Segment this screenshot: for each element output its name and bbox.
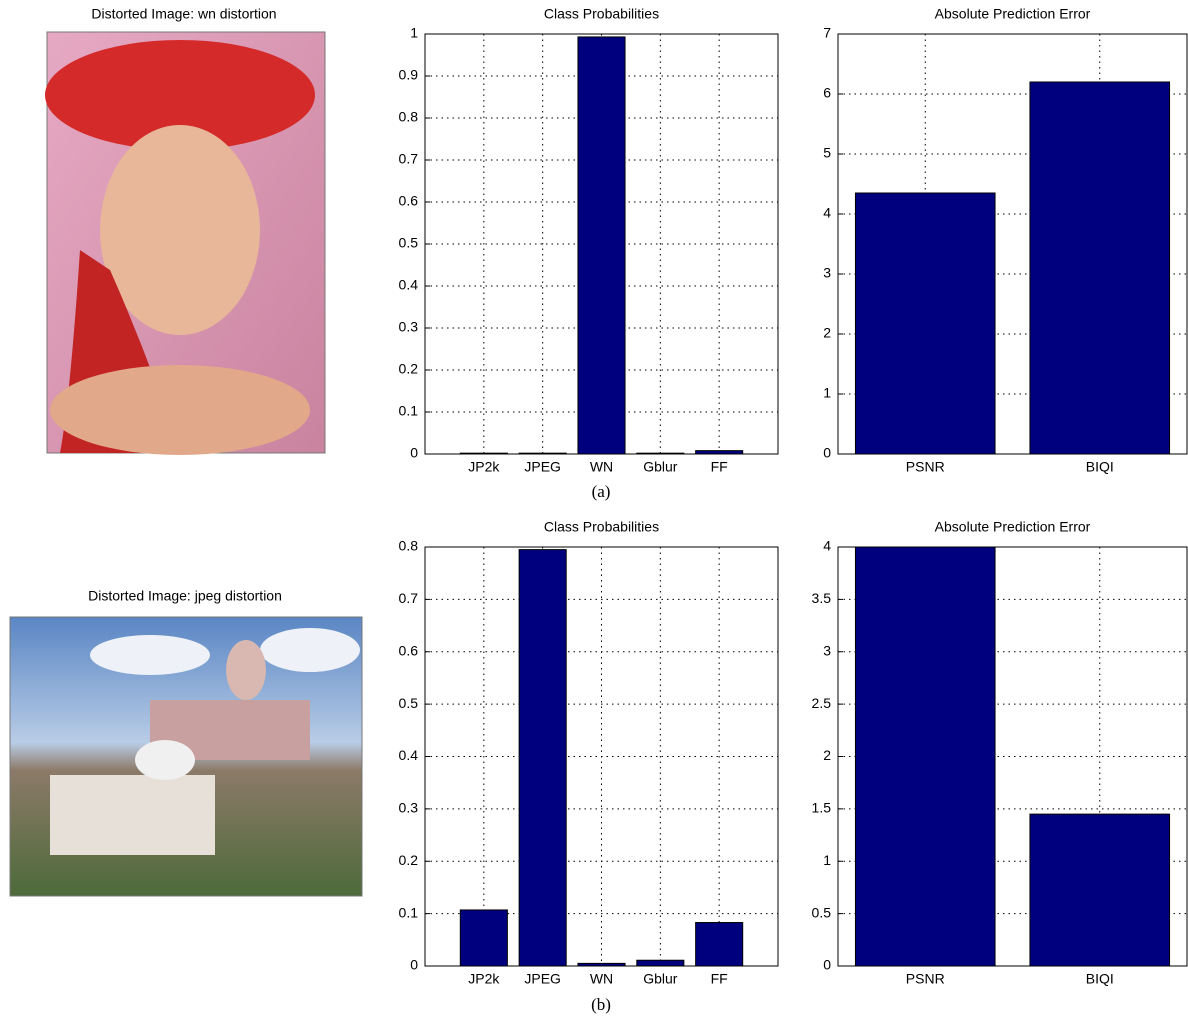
y-tick-label: 0.9 [399,67,419,83]
y-tick-label: 0.5 [812,904,832,920]
y-tick-label: 0 [823,957,831,973]
y-tick-label: 2 [823,325,831,341]
y-tick-label: 0.2 [399,852,419,868]
x-tick-label: Gblur [643,971,678,987]
y-tick-label: 0.8 [399,109,419,125]
y-tick-label: 5 [823,145,831,161]
y-tick-label: 0.6 [399,642,419,658]
chart-title: Absolute Prediction Error [935,6,1091,22]
image-title: Distorted Image: jpeg distortion [88,588,282,604]
y-tick-label: 0 [410,445,418,461]
y-tick-label: 7 [823,25,831,41]
image-title: Distorted Image: wn distortion [91,6,276,22]
y-tick-label: 3 [823,265,831,281]
y-tick-label: 0.3 [399,319,419,335]
x-tick-label: WN [590,459,613,475]
x-tick-label: BIQI [1086,971,1114,987]
x-tick-label: FF [711,971,728,987]
x-tick-label: PSNR [906,971,945,987]
y-tick-label: 0 [823,445,831,461]
page: Distorted Image: wn distortion Distorted… [0,0,1188,1016]
y-tick-label: 0.7 [399,590,419,606]
y-tick-label: 0.7 [399,151,419,167]
y-tick-label: 1 [823,852,831,868]
y-tick-label: 1 [823,385,831,401]
y-tick-label: 0.4 [399,277,419,293]
y-tick-label: 0.5 [399,695,419,711]
bar [519,550,566,966]
x-tick-label: JP2k [468,459,500,475]
y-tick-label: 4 [823,538,831,554]
y-tick-label: 0.1 [399,904,419,920]
bar [1030,82,1170,454]
y-tick-label: 0.3 [399,800,419,816]
y-tick-label: 1 [410,25,418,41]
y-tick-label: 4 [823,205,831,221]
caption: (a) [592,482,611,501]
y-tick-label: 0.8 [399,538,419,554]
x-tick-label: Gblur [643,459,678,475]
y-tick-label: 0.4 [399,747,419,763]
portrait-image [45,32,325,455]
chart-title: Class Probabilities [544,519,659,535]
chart-title: Class Probabilities [544,6,659,22]
x-tick-label: JPEG [524,971,561,987]
y-tick-label: 0 [410,957,418,973]
x-tick-label: FF [711,459,728,475]
y-tick-label: 6 [823,85,831,101]
bar [1030,814,1170,966]
y-tick-label: 2.5 [812,695,832,711]
bar [855,547,995,966]
bar [696,451,743,454]
building-image [10,617,362,896]
x-tick-label: BIQI [1086,459,1114,475]
y-tick-label: 0.5 [399,235,419,251]
bar [637,960,684,966]
bar [578,37,625,454]
x-tick-label: JPEG [524,459,561,475]
y-tick-label: 1.5 [812,800,832,816]
x-tick-label: JP2k [468,971,500,987]
figure: Distorted Image: wn distortion Distorted… [0,0,1188,1016]
bar [855,193,995,454]
x-tick-label: WN [590,971,613,987]
caption: (b) [591,995,611,1014]
y-tick-label: 0.6 [399,193,419,209]
y-tick-label: 2 [823,747,831,763]
y-tick-label: 3.5 [812,590,832,606]
x-tick-label: PSNR [906,459,945,475]
y-tick-label: 0.2 [399,361,419,377]
y-tick-label: 3 [823,642,831,658]
bar [460,910,507,966]
bar [696,923,743,966]
y-tick-label: 0.1 [399,403,419,419]
chart-title: Absolute Prediction Error [935,519,1091,535]
